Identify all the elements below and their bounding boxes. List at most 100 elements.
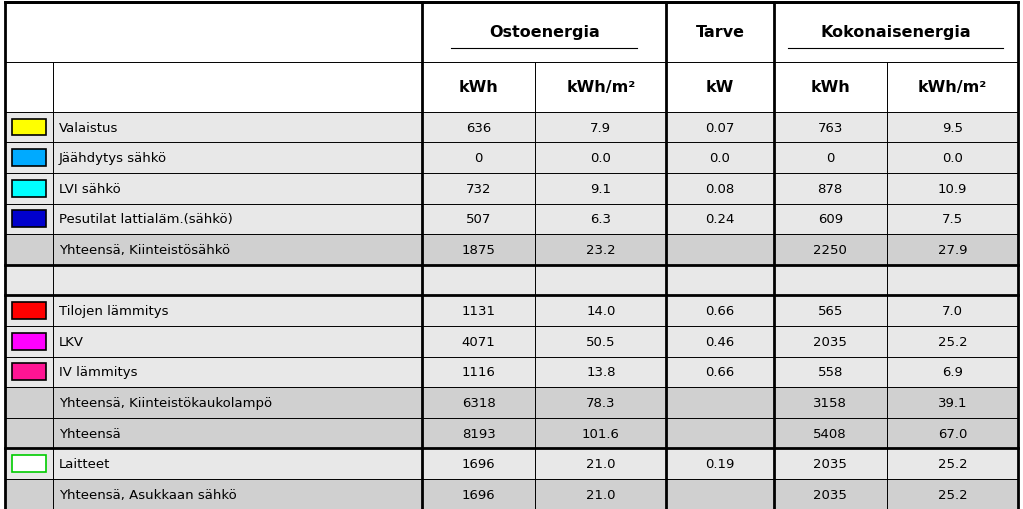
- Bar: [53, 112, 422, 143]
- Text: LVI sähkö: LVI sähkö: [59, 182, 121, 195]
- Bar: [535, 418, 666, 448]
- Bar: [53, 448, 422, 479]
- Bar: [53, 265, 422, 296]
- Bar: [773, 387, 887, 418]
- Bar: [535, 387, 666, 418]
- Bar: [887, 265, 1018, 296]
- Bar: [535, 63, 666, 112]
- Text: Laitteet: Laitteet: [59, 457, 110, 470]
- Bar: [12, 333, 46, 350]
- Bar: [5, 63, 1018, 112]
- Bar: [12, 302, 46, 320]
- Bar: [5, 387, 53, 418]
- Text: 2035: 2035: [813, 335, 847, 348]
- Text: 0.07: 0.07: [705, 121, 735, 134]
- Bar: [666, 235, 773, 265]
- Text: 78.3: 78.3: [586, 396, 616, 409]
- Text: 0.66: 0.66: [706, 304, 735, 318]
- Bar: [773, 174, 887, 204]
- Text: 0.66: 0.66: [706, 365, 735, 379]
- Text: Yhteensä, Kiinteistökaukolampö: Yhteensä, Kiinteistökaukolampö: [59, 396, 272, 409]
- Text: 878: 878: [817, 182, 843, 195]
- Text: 0.08: 0.08: [706, 182, 735, 195]
- Bar: [535, 112, 666, 143]
- Bar: [666, 204, 773, 235]
- Bar: [12, 363, 46, 381]
- Bar: [5, 418, 1018, 448]
- Bar: [5, 174, 53, 204]
- Bar: [5, 63, 53, 112]
- Bar: [53, 235, 422, 265]
- Text: 763: 763: [817, 121, 843, 134]
- Bar: [5, 448, 53, 479]
- Bar: [422, 326, 535, 357]
- Bar: [12, 119, 46, 136]
- Bar: [5, 112, 1018, 143]
- Bar: [12, 333, 46, 350]
- Bar: [773, 326, 887, 357]
- Bar: [535, 448, 666, 479]
- Bar: [422, 479, 535, 509]
- Text: 1116: 1116: [461, 365, 496, 379]
- Text: Jäähdytys sähkö: Jäähdytys sähkö: [59, 152, 167, 165]
- Text: 565: 565: [817, 304, 843, 318]
- Bar: [5, 265, 1018, 296]
- Bar: [5, 418, 53, 448]
- Bar: [53, 357, 422, 387]
- Text: 39.1: 39.1: [938, 396, 967, 409]
- Bar: [535, 357, 666, 387]
- Bar: [422, 357, 535, 387]
- Text: 0.46: 0.46: [706, 335, 735, 348]
- Text: 2035: 2035: [813, 488, 847, 501]
- Bar: [887, 143, 1018, 174]
- Text: 6.3: 6.3: [590, 213, 612, 226]
- Text: 3158: 3158: [813, 396, 847, 409]
- Text: kWh: kWh: [810, 80, 850, 95]
- Bar: [666, 357, 773, 387]
- Text: 6.9: 6.9: [942, 365, 963, 379]
- Text: 101.6: 101.6: [582, 427, 620, 440]
- Text: 21.0: 21.0: [586, 457, 616, 470]
- Bar: [12, 211, 46, 228]
- Bar: [422, 174, 535, 204]
- Bar: [422, 387, 535, 418]
- Bar: [887, 418, 1018, 448]
- Bar: [666, 265, 773, 296]
- Bar: [53, 418, 422, 448]
- Text: 25.2: 25.2: [937, 457, 967, 470]
- Text: 636: 636: [466, 121, 491, 134]
- Bar: [5, 3, 422, 63]
- Bar: [666, 143, 773, 174]
- Bar: [666, 63, 773, 112]
- Text: Yhteensä, Asukkaan sähkö: Yhteensä, Asukkaan sähkö: [59, 488, 236, 501]
- Bar: [422, 296, 535, 326]
- Bar: [666, 479, 773, 509]
- Text: 0: 0: [475, 152, 483, 165]
- Bar: [12, 455, 46, 472]
- Text: 1696: 1696: [462, 457, 495, 470]
- Bar: [5, 296, 1018, 326]
- Text: 0.0: 0.0: [942, 152, 963, 165]
- Text: 7.0: 7.0: [942, 304, 963, 318]
- Text: 27.9: 27.9: [938, 243, 967, 257]
- Bar: [422, 112, 535, 143]
- Text: Yhteensä, Kiinteistösähkö: Yhteensä, Kiinteistösähkö: [59, 243, 230, 257]
- Text: 0.0: 0.0: [590, 152, 612, 165]
- Bar: [12, 211, 46, 228]
- Text: Tarve: Tarve: [696, 25, 745, 40]
- Text: 2250: 2250: [813, 243, 847, 257]
- Bar: [666, 112, 773, 143]
- Bar: [773, 63, 887, 112]
- Bar: [422, 448, 535, 479]
- Bar: [887, 235, 1018, 265]
- Text: 7.9: 7.9: [590, 121, 612, 134]
- Text: 7.5: 7.5: [942, 213, 963, 226]
- Bar: [773, 479, 887, 509]
- Text: 5408: 5408: [813, 427, 847, 440]
- Bar: [5, 326, 1018, 357]
- Text: 10.9: 10.9: [938, 182, 967, 195]
- Bar: [53, 204, 422, 235]
- Text: Kokonaisenergia: Kokonaisenergia: [820, 25, 971, 40]
- Bar: [5, 143, 1018, 174]
- Text: 9.5: 9.5: [942, 121, 963, 134]
